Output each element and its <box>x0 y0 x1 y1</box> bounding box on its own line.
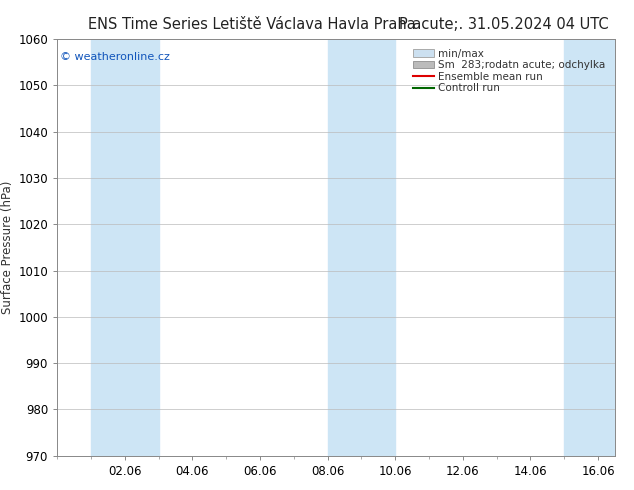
Text: © weatheronline.cz: © weatheronline.cz <box>60 52 170 62</box>
Bar <box>328 39 395 456</box>
Bar <box>564 39 615 456</box>
Text: ENS Time Series Letiště Václava Havla Praha: ENS Time Series Letiště Václava Havla Pr… <box>89 17 416 32</box>
Y-axis label: Surface Pressure (hPa): Surface Pressure (hPa) <box>1 181 14 314</box>
Legend: min/max, Sm  283;rodatn acute; odchylka, Ensemble mean run, Controll run: min/max, Sm 283;rodatn acute; odchylka, … <box>409 45 610 98</box>
Text: P acute;. 31.05.2024 04 UTC: P acute;. 31.05.2024 04 UTC <box>399 17 608 32</box>
Bar <box>91 39 158 456</box>
